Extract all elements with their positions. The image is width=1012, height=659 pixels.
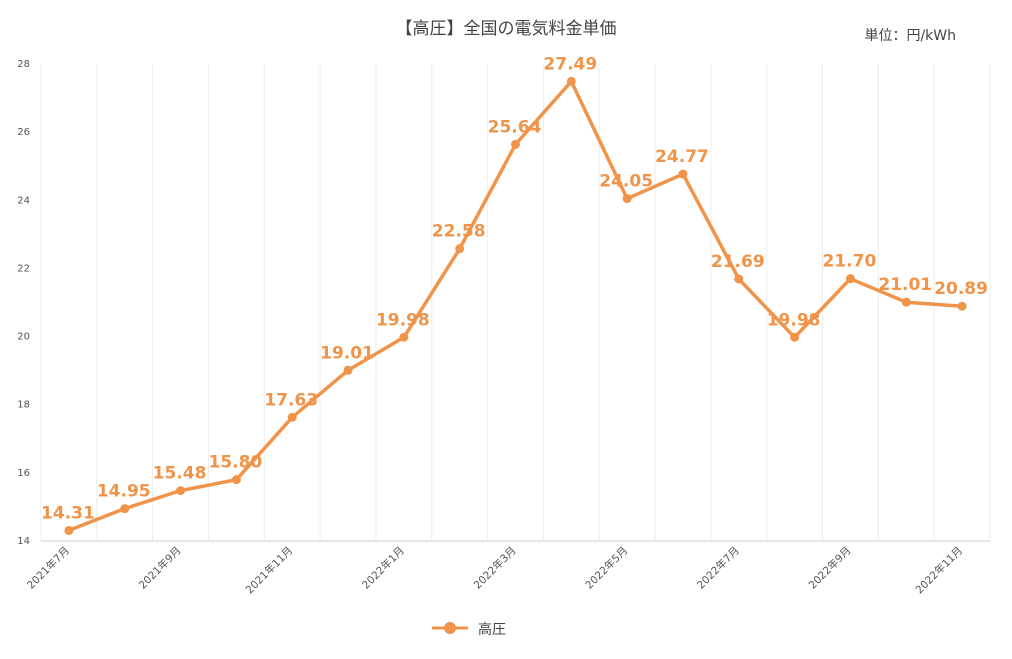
x-tick-label: 2021年7月	[24, 544, 72, 592]
unit-label: 単位：円/kWh	[864, 28, 956, 44]
x-tick-label: 2022年3月	[471, 544, 519, 592]
x-tick-label: 2021年9月	[136, 544, 184, 592]
data-point[interactable]	[231, 475, 241, 485]
legend-marker	[444, 622, 456, 634]
data-label: 22.58	[432, 222, 486, 242]
data-points	[64, 76, 967, 535]
x-tick-label: 2022年11月	[913, 544, 965, 596]
data-point[interactable]	[176, 486, 186, 496]
data-label: 21.01	[878, 275, 932, 295]
data-point[interactable]	[734, 274, 744, 284]
data-label: 24.77	[655, 147, 709, 167]
y-tick-label: 24	[17, 195, 30, 206]
x-tick-label: 2022年7月	[694, 544, 742, 592]
data-label: 15.80	[208, 453, 262, 473]
y-tick-label: 14	[17, 536, 30, 547]
y-tick-label: 28	[17, 59, 30, 70]
chart-title: 【高圧】全国の電気料金単価	[396, 19, 617, 39]
data-label: 15.48	[153, 464, 207, 484]
data-label: 17.63	[264, 390, 318, 410]
data-label: 19.01	[320, 343, 374, 363]
x-tick-label: 2022年5月	[583, 544, 631, 592]
data-label: 19.98	[376, 310, 430, 330]
x-axis: 2021年7月 2021年9月 2021年11月 2022年1月 2022年3月 2022…	[24, 544, 965, 596]
data-label: 19.98	[767, 310, 821, 330]
y-tick-label: 26	[17, 127, 30, 138]
data-point[interactable]	[622, 194, 632, 204]
data-point[interactable]	[511, 139, 520, 149]
data-label: 14.31	[41, 503, 95, 523]
data-point[interactable]	[957, 301, 967, 311]
y-tick-label: 20	[17, 332, 30, 343]
data-point[interactable]	[678, 169, 688, 179]
data-point[interactable]	[120, 504, 130, 514]
data-label: 24.05	[599, 172, 653, 192]
legend[interactable]: 高圧	[432, 621, 506, 638]
y-tick-label: 18	[17, 400, 30, 411]
legend-label: 高圧	[478, 621, 506, 638]
data-label: 20.89	[934, 279, 988, 299]
data-point[interactable]	[566, 76, 576, 86]
y-axis: 14 16 18 20 22 24 26 28	[17, 59, 30, 547]
data-label: 25.64	[488, 117, 542, 137]
data-point[interactable]	[455, 244, 465, 254]
y-tick-label: 16	[17, 468, 30, 479]
data-point[interactable]	[64, 525, 74, 535]
data-point[interactable]	[790, 332, 800, 342]
data-point[interactable]	[287, 412, 297, 422]
data-label: 21.70	[823, 252, 877, 272]
data-labels: 14.3114.9515.4815.8017.6319.0119.9822.58…	[41, 54, 988, 523]
x-tick-label: 2021年11月	[243, 544, 295, 596]
data-point[interactable]	[343, 365, 353, 375]
x-tick-label: 2022年1月	[359, 544, 407, 592]
data-label: 14.95	[97, 482, 151, 502]
data-point[interactable]	[901, 297, 911, 307]
data-point[interactable]	[399, 332, 409, 342]
x-tick-label: 2022年9月	[806, 544, 854, 592]
data-label: 27.49	[543, 54, 597, 74]
data-point[interactable]	[845, 274, 855, 284]
y-tick-label: 22	[17, 263, 30, 274]
data-label: 21.69	[711, 252, 765, 272]
